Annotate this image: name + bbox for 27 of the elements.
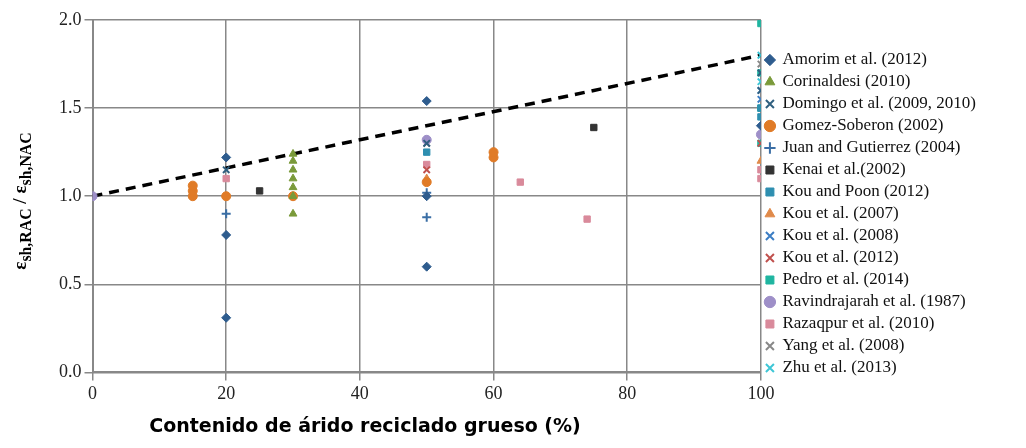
x-tick-label: 80 [618,382,637,403]
legend-label: Amorim et al. (2012) [782,49,927,69]
y-tick-label: 2.0 [59,8,82,29]
x-axis-title: Contenido de árido reciclado grueso (%) [149,414,581,436]
legend-label: Ravindrajarah et al. (1987) [782,291,966,311]
y-tick-label: 0.5 [59,273,82,294]
legend-label: Kou et al. (2007) [782,203,899,223]
y-tick-label: 1.5 [59,96,82,117]
legend-label: Juan and Gutierrez (2004) [782,137,961,157]
legend-label: Kou et al. (2012) [782,247,899,267]
legend-label: Pedro et al. (2014) [782,269,909,289]
y-tick-label: 1.0 [59,184,82,205]
legend-label: Yang et al. (2008) [782,335,905,355]
legend-label: Razaqpur et al. (2010) [782,313,935,333]
legend-label: Zhu et al. (2013) [782,357,897,377]
x-tick-label: 20 [217,382,236,403]
x-tick-label: 60 [484,382,503,403]
x-tick-label: 0 [88,382,97,403]
legend-label: Corinaldesi (2010) [782,71,911,91]
legend-label: Gomez-Soberon (2002) [782,115,944,135]
legend-label: Kenai et al.(2002) [782,159,906,179]
x-tick-label: 40 [350,382,369,403]
x-tick-label: 100 [747,382,775,403]
legend-label: Kou and Poon (2012) [782,181,930,201]
y-tick-label: 0.0 [59,361,82,382]
legend-label: Domingo et al. (2009, 2010) [782,93,977,113]
legend-label: Kou et al. (2008) [782,225,899,245]
